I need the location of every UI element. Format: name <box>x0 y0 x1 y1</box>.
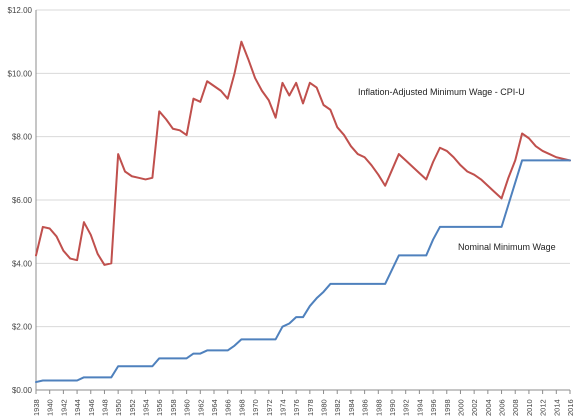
x-tick-label: 1956 <box>155 399 164 416</box>
x-tick-label: 1968 <box>237 399 246 416</box>
y-tick-label: $8.00 <box>12 133 33 142</box>
y-tick-label: $2.00 <box>12 323 33 332</box>
x-tick-label: 1982 <box>333 399 342 416</box>
x-tick-label: 1962 <box>196 399 205 416</box>
y-tick-label: $4.00 <box>12 259 33 268</box>
x-tick-label: 1944 <box>73 399 82 416</box>
x-tick-labels: 1938 1940 1942 1944 1946 1948 1950 1952 1954 1956… <box>32 399 575 416</box>
x-tick-label: 1970 <box>251 399 260 416</box>
x-tick-label: 1946 <box>87 399 96 416</box>
x-tick-label: 2016 <box>566 399 575 416</box>
x-tick-label: 2006 <box>498 399 507 416</box>
axes <box>35 10 571 394</box>
x-tick-label: 1938 <box>32 399 41 416</box>
x-tick-label: 1994 <box>415 399 424 416</box>
series-label-nominal: Nominal Minimum Wage <box>458 242 556 252</box>
x-tick-label: 2002 <box>470 399 479 416</box>
x-tick-label: 1990 <box>388 399 397 416</box>
series-label-inflation-adjusted: Inflation-Adjusted Minimum Wage - CPI-U <box>358 87 525 97</box>
x-tick-label: 2012 <box>539 399 548 416</box>
series-line-inflation-adjusted <box>35 40 571 266</box>
x-tick-label: 1980 <box>320 399 329 416</box>
y-tick-labels: $0.00 $2.00 $4.00 $6.00 $8.00 $10.00 $12.00 <box>8 6 33 395</box>
x-tick-label: 2008 <box>511 399 520 416</box>
x-tick-label: 1984 <box>347 399 356 416</box>
x-tick-label: 1978 <box>306 399 315 416</box>
gridlines <box>36 9 570 328</box>
x-tick-label: 2014 <box>552 399 561 416</box>
x-tick-label: 1960 <box>183 399 192 416</box>
x-tick-label: 1958 <box>169 399 178 416</box>
x-tick-label: 2004 <box>484 399 493 416</box>
x-tick-label: 1986 <box>361 399 370 416</box>
y-tick-label: $0.00 <box>12 386 33 395</box>
x-tick-label: 1966 <box>224 399 233 416</box>
series-line-nominal <box>35 159 571 384</box>
x-tick-label: 1964 <box>210 399 219 416</box>
x-tick-label: 1988 <box>374 399 383 416</box>
x-tick-label: 1992 <box>402 399 411 416</box>
x-tick-label: 2010 <box>525 399 534 416</box>
x-tick-label: 1950 <box>114 399 123 416</box>
series-lines <box>35 40 571 384</box>
y-tick-label: $10.00 <box>8 69 33 78</box>
x-tick-label: 1974 <box>278 399 287 416</box>
x-tick-label: 1996 <box>429 399 438 416</box>
x-tick-label: 1972 <box>265 399 274 416</box>
x-tick-label: 1952 <box>128 399 137 416</box>
x-tick-label: 1998 <box>443 399 452 416</box>
y-tick-label: $12.00 <box>8 6 33 15</box>
x-tick-label: 2000 <box>456 399 465 416</box>
x-tick-label: 1976 <box>292 399 301 416</box>
x-tick-label: 1954 <box>142 399 151 416</box>
y-tick-label: $6.00 <box>12 196 33 205</box>
x-tick-label: 1942 <box>59 399 68 416</box>
x-tick-label: 1948 <box>100 399 109 416</box>
x-tick-label: 1940 <box>46 399 55 416</box>
